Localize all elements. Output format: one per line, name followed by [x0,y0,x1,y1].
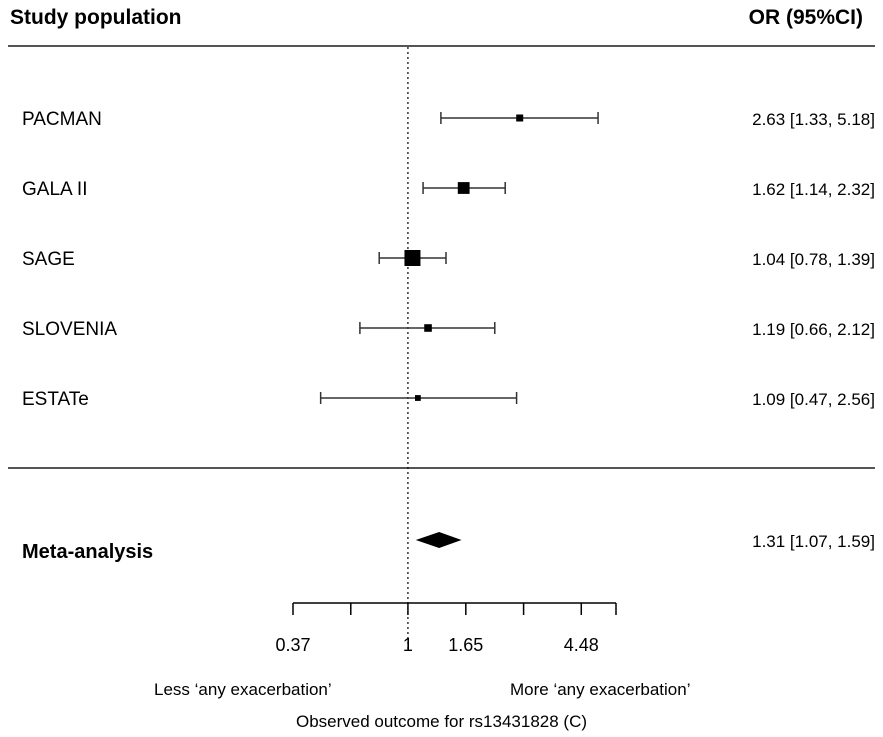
header-divider [8,45,875,47]
x-tick-label: 1 [403,635,413,655]
study-label: GALA II [22,179,87,200]
study-label: PACMAN [22,109,102,130]
study-label: SLOVENIA [22,319,117,340]
meta-analysis-label: Meta-analysis [22,541,153,563]
study-ci-text: 1.09 [0.47, 2.56] [752,390,875,409]
study-ci-text: 2.63 [1.33, 5.18] [752,110,875,129]
point-estimate [404,250,421,266]
study-label: ESTATe [22,389,89,410]
x-tick-label: 4.48 [564,635,599,655]
or-ci-header: OR (95%CI) [748,6,863,29]
meta-ci-text: 1.31 [1.07, 1.59] [752,532,875,551]
study-ci-text: 1.19 [0.66, 2.12] [752,320,875,339]
point-estimate [457,182,470,194]
study-label: SAGE [22,249,75,270]
study-ci-text: 1.04 [0.78, 1.39] [752,250,875,269]
x-tick-label: 0.37 [275,635,310,655]
study-population-header: Study population [10,6,182,29]
meta-diamond [415,532,462,548]
x-tick-label: 1.65 [448,635,483,655]
x-axis-title: Observed outcome for rs13431828 (C) [295,712,588,731]
study-ci-text: 1.62 [1.14, 2.32] [752,180,875,199]
point-estimate [516,114,524,122]
point-estimate [424,324,432,332]
meta-divider [8,467,875,469]
less-exacerbation-label: Less ‘any exacerbation’ [154,680,332,699]
point-estimate [414,395,421,401]
more-exacerbation-label: More ‘any exacerbation’ [510,680,691,699]
